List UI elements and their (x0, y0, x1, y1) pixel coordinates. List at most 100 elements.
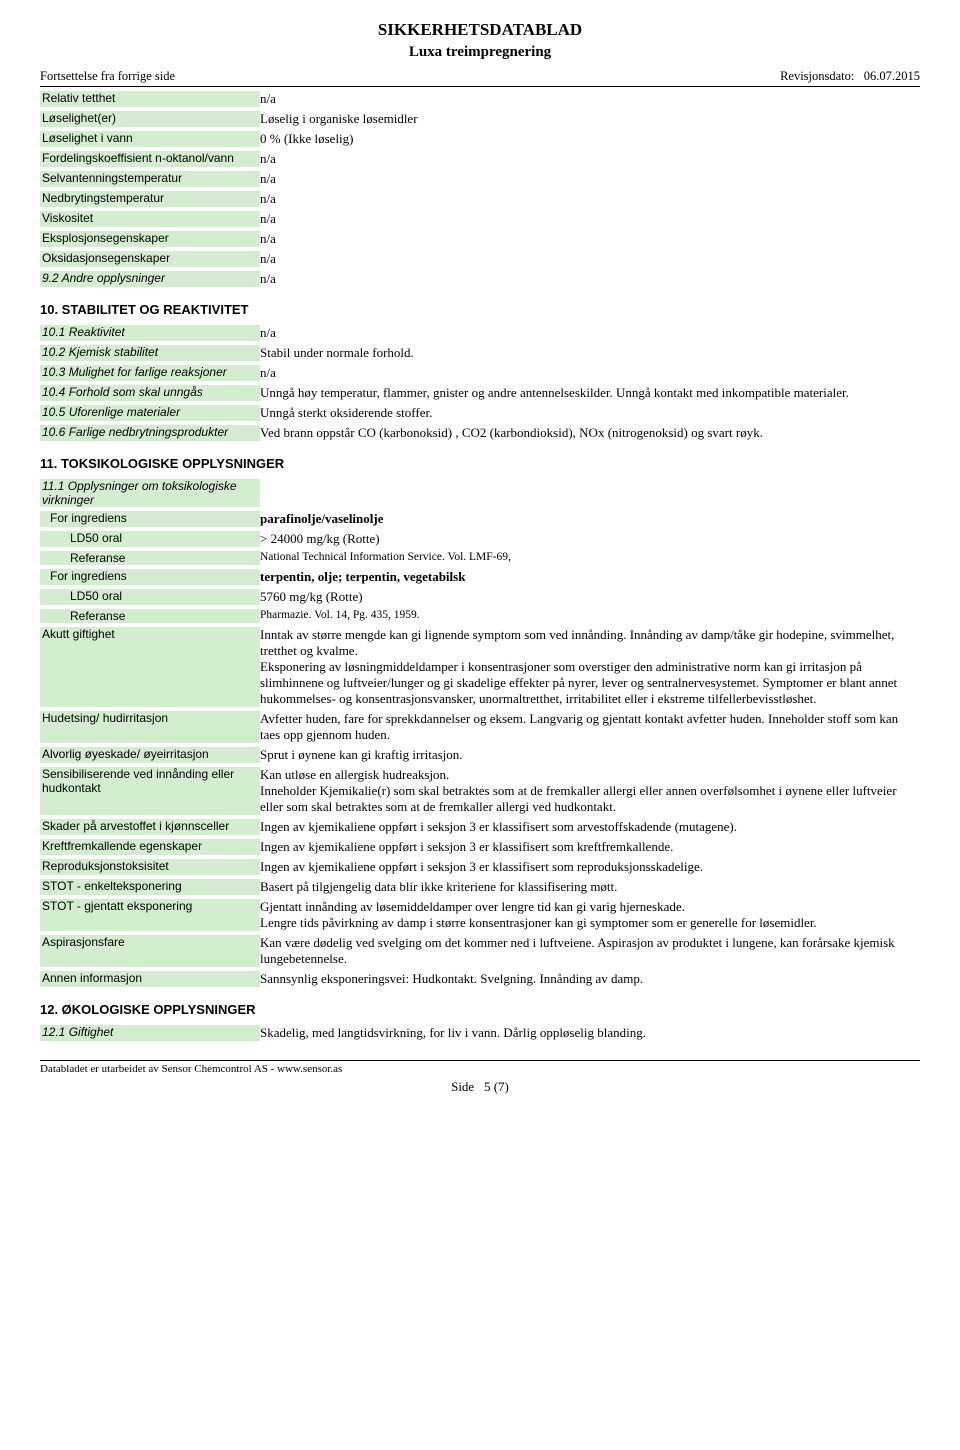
property-value: Unngå sterkt oksiderende stoffer. (260, 405, 920, 421)
property-value: Inntak av større mengde kan gi lignende … (260, 627, 920, 707)
property-row: Alvorlig øyeskade/ øyeirritasjonSprut i … (40, 745, 920, 764)
property-row: Selvantenningstemperaturn/a (40, 169, 920, 188)
property-value: n/a (260, 251, 920, 267)
property-value: n/a (260, 365, 920, 381)
reference-value: Pharmazie. Vol. 14, Pg. 435, 1959. (260, 609, 920, 623)
property-row: 9.2 Andre opplysningern/a (40, 269, 920, 288)
property-value: Avfetter huden, fare for sprekkdannelser… (260, 711, 920, 743)
property-label: 12.1 Giftighet (40, 1025, 260, 1041)
property-value: Ingen av kjemikaliene oppført i seksjon … (260, 839, 920, 855)
property-value: 0 % (Ikke løselig) (260, 131, 920, 147)
property-label: Reproduksjonstoksisitet (40, 859, 260, 875)
footer-rule (40, 1060, 920, 1061)
property-value: Ingen av kjemikaliene oppført i seksjon … (260, 859, 920, 875)
property-row: STOT - gjentatt eksponeringGjentatt innå… (40, 897, 920, 932)
section-10-table: 10.1 Reaktivitetn/a10.2 Kjemisk stabilit… (40, 323, 920, 442)
property-value: Kan utløse en allergisk hudreaksjon. Inn… (260, 767, 920, 815)
property-value: n/a (260, 171, 920, 187)
property-value: Basert på tilgjengelig data blir ikke kr… (260, 879, 920, 895)
property-label: Relativ tetthet (40, 91, 260, 107)
property-value: n/a (260, 91, 920, 107)
section-11-table: Akutt giftighetInntak av større mengde k… (40, 625, 920, 988)
section-12-heading: 12. ØKOLOGISKE OPPLYSNINGER (40, 1002, 920, 1017)
revision-info: Revisjonsdato: 06.07.2015 (780, 69, 920, 84)
property-row: Skader på arvestoffet i kjønnscellerInge… (40, 817, 920, 836)
property-row: Kreftfremkallende egenskaperIngen av kje… (40, 837, 920, 856)
property-label: Annen informasjon (40, 971, 260, 987)
ingredient-name: parafinolje/vaselinolje (260, 511, 920, 527)
property-row: AspirasjonsfareKan være dødelig ved svel… (40, 933, 920, 968)
property-label: Kreftfremkallende egenskaper (40, 839, 260, 855)
property-value: n/a (260, 151, 920, 167)
property-row: STOT - enkelteksponeringBasert på tilgje… (40, 877, 920, 896)
continuation-bar: Fortsettelse fra forrige side Revisjonsd… (40, 69, 920, 87)
property-value: Sprut i øynene kan gi kraftig irritasjon… (260, 747, 920, 763)
property-label: Nedbrytingstemperatur (40, 191, 260, 207)
property-label: STOT - enkelteksponering (40, 879, 260, 895)
property-value: n/a (260, 271, 920, 287)
product-name: Luxa treimpregnering (40, 44, 920, 61)
property-value: Kan være dødelig ved svelging om det kom… (260, 935, 920, 967)
property-value: Unngå høy temperatur, flammer, gnister o… (260, 385, 920, 401)
property-row: ReproduksjonstoksisitetIngen av kjemikal… (40, 857, 920, 876)
property-value: Gjentatt innånding av løsemiddeldamper o… (260, 899, 920, 931)
property-row: Fordelingskoeffisient n-oktanol/vann n/a (40, 149, 920, 168)
property-value: Sannsynlig eksponeringsvei: Hudkontakt. … (260, 971, 920, 987)
section-11-subhead: 11.1 Opplysninger om toksikologiske virk… (40, 479, 260, 507)
property-row: Viskositetn/a (40, 209, 920, 228)
property-label: STOT - gjentatt eksponering (40, 899, 260, 931)
reference-label: Referanse (40, 551, 260, 565)
property-label: 10.1 Reaktivitet (40, 325, 260, 341)
ld50-row: LD50 oral > 24000 mg/kg (Rotte) (40, 529, 920, 548)
property-row: Løselighet(er)Løselig i organiske løsemi… (40, 109, 920, 128)
property-value: n/a (260, 325, 920, 341)
property-row: Oksidasjonsegenskapern/a (40, 249, 920, 268)
doc-title: SIKKERHETSDATABLAD (40, 20, 920, 40)
reference-row: Referanse National Technical Information… (40, 549, 920, 566)
property-label: Sensibiliserende ved innånding eller hud… (40, 767, 260, 815)
ingredient-name: terpentin, olje; terpentin, vegetabilsk (260, 569, 920, 585)
page-number: Side 5 (7) (40, 1079, 920, 1095)
ingredient-row: For ingrediens terpentin, olje; terpenti… (40, 567, 920, 586)
property-value: n/a (260, 191, 920, 207)
for-ingredient-label: For ingrediens (40, 569, 260, 585)
property-label: Alvorlig øyeskade/ øyeirritasjon (40, 747, 260, 763)
ld50-label: LD50 oral (40, 531, 260, 547)
property-label: 10.4 Forhold som skal unngås (40, 385, 260, 401)
property-row: 12.1 GiftighetSkadelig, med langtidsvirk… (40, 1023, 920, 1042)
property-value: Stabil under normale forhold. (260, 345, 920, 361)
property-row: Eksplosjonsegenskapern/a (40, 229, 920, 248)
footer-note: Databladet er utarbeidet av Sensor Chemc… (40, 1063, 920, 1075)
property-label: Løselighet(er) (40, 111, 260, 127)
property-value: Ingen av kjemikaliene oppført i seksjon … (260, 819, 920, 835)
reference-label: Referanse (40, 609, 260, 623)
property-value: Skadelig, med langtidsvirkning, for liv … (260, 1025, 920, 1041)
ld50-value: 5760 mg/kg (Rotte) (260, 589, 920, 605)
property-label: Oksidasjonsegenskaper (40, 251, 260, 267)
property-label: Hudetsing/ hudirritasjon (40, 711, 260, 743)
property-row: 10.3 Mulighet for farlige reaksjonern/a (40, 363, 920, 382)
property-row: Akutt giftighetInntak av større mengde k… (40, 625, 920, 708)
section-11-heading: 11. TOKSIKOLOGISKE OPPLYSNINGER (40, 456, 920, 471)
property-label: 9.2 Andre opplysninger (40, 271, 260, 287)
for-ingredient-label: For ingrediens (40, 511, 260, 527)
property-label: Aspirasjonsfare (40, 935, 260, 967)
property-label: Fordelingskoeffisient n-oktanol/vann (40, 151, 260, 167)
property-row: Nedbrytingstemperaturn/a (40, 189, 920, 208)
property-row: Sensibiliserende ved innånding eller hud… (40, 765, 920, 816)
property-row: 10.4 Forhold som skal unngåsUnngå høy te… (40, 383, 920, 402)
top-properties-table: Relativ tetthetn/aLøselighet(er)Løselig … (40, 89, 920, 288)
property-label: 10.6 Farlige nedbrytningsprodukter (40, 425, 260, 441)
property-value: n/a (260, 211, 920, 227)
property-label: 10.5 Uforenlige materialer (40, 405, 260, 421)
property-label: 10.2 Kjemisk stabilitet (40, 345, 260, 361)
property-row: 10.5 Uforenlige materialerUnngå sterkt o… (40, 403, 920, 422)
property-row: 10.1 Reaktivitetn/a (40, 323, 920, 342)
property-row: Relativ tetthetn/a (40, 89, 920, 108)
property-label: Akutt giftighet (40, 627, 260, 707)
property-label: Selvantenningstemperatur (40, 171, 260, 187)
section-11-subhead-row: 11.1 Opplysninger om toksikologiske virk… (40, 477, 920, 508)
property-row: 10.6 Farlige nedbrytningsprodukterVed br… (40, 423, 920, 442)
property-row: Hudetsing/ hudirritasjonAvfetter huden, … (40, 709, 920, 744)
section-12-table: 12.1 GiftighetSkadelig, med langtidsvirk… (40, 1023, 920, 1042)
